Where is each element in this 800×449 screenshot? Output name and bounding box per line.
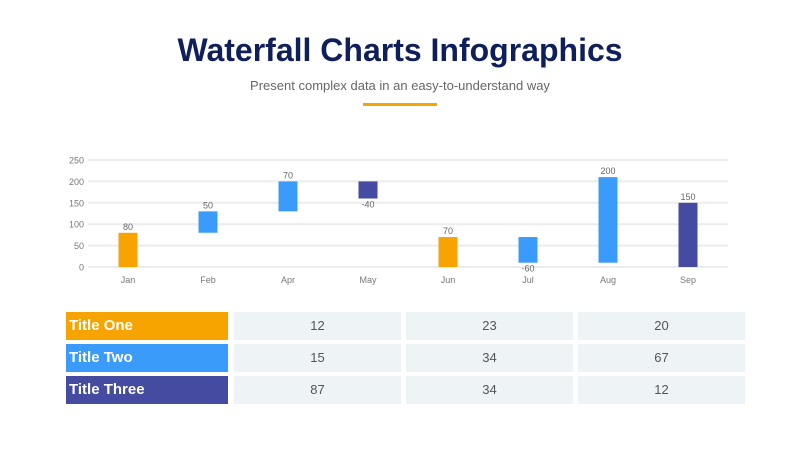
table-cell: 34 (406, 344, 573, 372)
table-row: Title Three 87 34 12 (66, 376, 750, 404)
y-tick-label: 200 (69, 177, 84, 187)
bar (358, 181, 378, 199)
x-tick-label: Jun (441, 275, 456, 285)
y-tick-label: 50 (74, 241, 84, 251)
y-tick-label: 250 (69, 156, 84, 166)
bar (278, 181, 298, 212)
page-title: Waterfall Charts Infographics (177, 32, 623, 68)
data-label: 50 (203, 200, 213, 210)
table-cell: 34 (406, 376, 573, 404)
row-label: Title Three (66, 376, 228, 404)
table-cell: 15 (234, 344, 401, 372)
table-cell: 12 (578, 376, 745, 404)
data-label: 80 (123, 222, 133, 232)
table-row: Title Two 15 34 67 (66, 344, 750, 372)
table-cell: 23 (406, 312, 573, 340)
x-tick-label: Jan (121, 275, 136, 285)
x-tick-label: Aug (600, 275, 616, 285)
waterfall-chart: 0 50 100 150 200 250 80 Jan 50 Feb 70 Apr -40 May 70 Ju… (69, 156, 728, 285)
table-cell: 12 (234, 312, 401, 340)
y-tick-label: 100 (69, 220, 84, 230)
table-cell: 67 (578, 344, 745, 372)
table-cell: 87 (234, 376, 401, 404)
accent-divider (363, 103, 437, 106)
data-label: -60 (521, 264, 534, 274)
y-tick-label: 0 (79, 263, 84, 273)
bar (198, 211, 218, 233)
x-tick-label: Apr (281, 275, 295, 285)
table-cell: 20 (578, 312, 745, 340)
bar (598, 177, 618, 263)
row-label: Title Two (66, 344, 228, 372)
page-subtitle: Present complex data in an easy-to-under… (250, 78, 550, 93)
data-label: 70 (443, 226, 453, 236)
x-tick-label: Sep (680, 275, 696, 285)
data-label: 70 (283, 170, 293, 180)
x-tick-label: Feb (200, 275, 216, 285)
row-label: Title One (66, 312, 228, 340)
bar (518, 237, 538, 263)
bar (678, 202, 698, 267)
x-tick-label: Jul (522, 275, 534, 285)
data-table: Title One 12 23 20 Title Two 15 34 67 Ti… (66, 312, 750, 408)
x-tick-label: May (359, 275, 377, 285)
data-label: 200 (600, 166, 615, 176)
data-label: -40 (361, 200, 374, 210)
bar (438, 237, 458, 267)
data-label: 150 (680, 192, 695, 202)
table-row: Title One 12 23 20 (66, 312, 750, 340)
y-tick-label: 150 (69, 198, 84, 208)
bar (118, 232, 138, 267)
